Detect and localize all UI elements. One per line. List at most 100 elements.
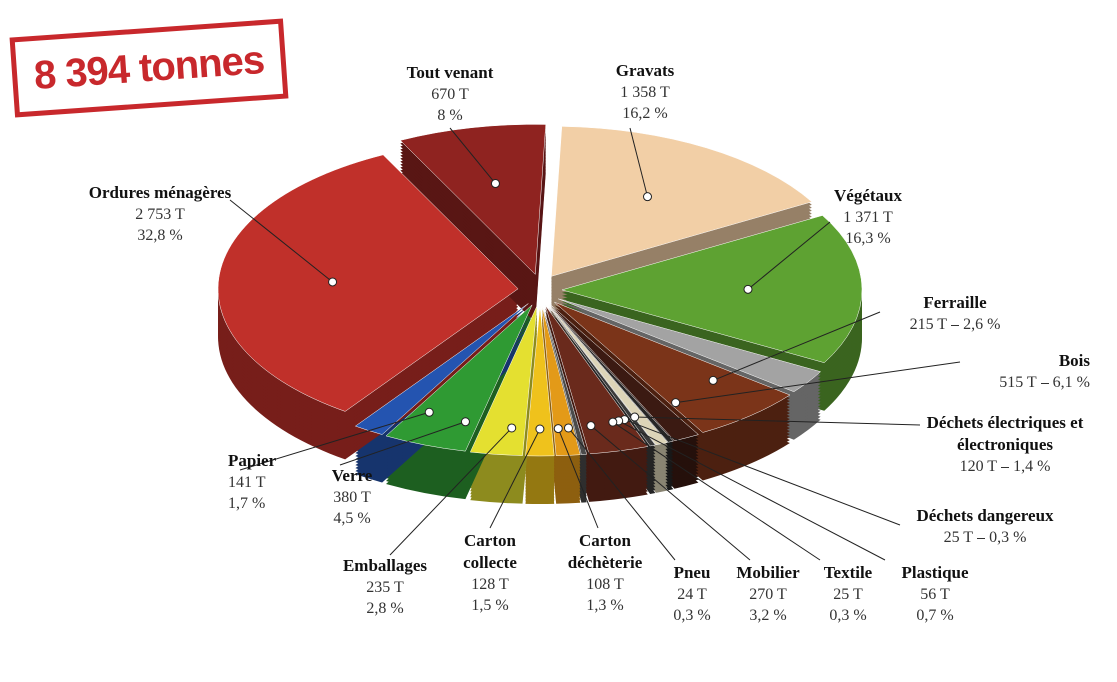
slice-label: Déchets électriques et électroniques 120 … — [915, 412, 1095, 477]
slice — [548, 304, 674, 443]
leader-line — [634, 416, 921, 426]
value-label: 25 T — [943, 529, 974, 546]
value-label: 670 T — [431, 86, 469, 103]
leader-dot — [535, 424, 545, 434]
category-label: Déchets dangereux — [916, 506, 1054, 525]
slice — [469, 305, 538, 456]
leader-line — [229, 199, 333, 283]
category-label: Verre — [331, 466, 373, 485]
percent-row: 1,5 % — [450, 595, 530, 616]
percent-row: 4,5 % — [320, 508, 384, 529]
value-row: 56 T — [890, 584, 980, 605]
value-row: 1 358 T — [575, 82, 715, 103]
slice-label: Déchets dangereux 25 T 0,3 % — [895, 505, 1075, 548]
slice-label: Mobilier 270 T 3,2 % — [725, 562, 811, 626]
slice-label: Papier 141 T 1,7 % — [228, 450, 288, 514]
value-row: 25 T — [810, 584, 886, 605]
separator — [977, 537, 986, 539]
slice-label: Emballages 235 T 2,8 % — [325, 555, 445, 619]
category-label: Végétaux — [834, 186, 902, 205]
leader-dot — [630, 412, 640, 422]
value-row: 25 T 0,3 % — [895, 527, 1075, 548]
slice-label: Textile 25 T 0,3 % — [810, 562, 886, 626]
slice — [541, 305, 581, 457]
slice — [551, 126, 813, 277]
percent-label: 4,5 % — [333, 510, 371, 527]
leader-line — [629, 127, 648, 197]
percent-label: 0,3 % — [673, 607, 711, 624]
value-label: 380 T — [333, 489, 371, 506]
slice-label: Verre 380 T 4,5 % — [320, 465, 384, 529]
slice-label: Carton collecte 128 T 1,5 % — [450, 530, 530, 616]
leader-dot — [643, 192, 653, 202]
leader-line — [557, 428, 599, 529]
leader-line — [712, 311, 881, 381]
category-label: Ordures ménagères — [88, 183, 232, 202]
category-label: Textile — [823, 563, 873, 582]
slice-label: Gravats 1 358 T 16,2 % — [575, 60, 715, 124]
percent-label: 2,8 % — [366, 600, 404, 617]
slice-label: Ferraille 215 T 2,6 % — [870, 292, 1040, 335]
leader-dot — [553, 424, 563, 434]
category-label: Ferraille — [923, 293, 987, 312]
percent-row: 0,3 % — [810, 605, 886, 626]
slice-label: Bois 515 T 6,1 % — [950, 350, 1090, 393]
percent-label: 6,1 % — [1052, 374, 1090, 391]
value-row: 670 T — [380, 84, 520, 105]
value-row: 515 T 6,1 % — [950, 372, 1090, 393]
leader-line — [590, 425, 751, 561]
category-label: Déchets électriques et électroniques — [926, 413, 1084, 454]
leader-line — [339, 421, 466, 466]
leaders — [229, 127, 961, 561]
percent-row: 0,7 % — [890, 605, 980, 626]
leader-dot — [743, 284, 753, 294]
category-label: Tout venant — [406, 63, 494, 82]
slice — [549, 304, 699, 442]
percent-label: 1,5 % — [471, 597, 509, 614]
slice — [542, 305, 588, 455]
slice-label: Plastique 56 T 0,7 % — [890, 562, 980, 626]
leader-dot — [671, 398, 681, 408]
separator — [1040, 382, 1049, 384]
slice-label: Végétaux 1 371 T 16,3 % — [798, 185, 938, 249]
percent-label: 0,3 % — [989, 529, 1027, 546]
value-label: 141 T — [228, 474, 266, 491]
percent-row: 0,3 % — [662, 605, 722, 626]
value-label: 235 T — [366, 579, 404, 596]
leader-dot — [490, 179, 500, 189]
value-row: 24 T — [662, 584, 722, 605]
value-label: 215 T — [909, 316, 948, 333]
percent-label: 1,4 % — [1013, 458, 1051, 475]
percent-row: 3,2 % — [725, 605, 811, 626]
leader-line — [624, 419, 901, 526]
value-label: 515 T — [999, 374, 1037, 391]
slice — [525, 305, 555, 457]
slice — [558, 298, 822, 393]
value-label: 128 T — [471, 576, 509, 593]
category-label: Plastique — [901, 563, 969, 582]
percent-row: 2,8 % — [325, 598, 445, 619]
value-label: 120 T — [959, 458, 998, 475]
percent-label: 32,8 % — [137, 227, 183, 244]
value-label: 108 T — [586, 576, 624, 593]
value-row: 270 T — [725, 584, 811, 605]
value-label: 1 371 T — [843, 209, 893, 226]
percent-label: 8 % — [437, 107, 463, 124]
percent-row: 16,3 % — [798, 228, 938, 249]
separator — [1001, 466, 1010, 468]
leader-line — [568, 427, 676, 561]
slice — [554, 301, 791, 433]
value-row: 380 T — [320, 487, 384, 508]
leader-dot — [507, 423, 517, 433]
percent-label: 16,3 % — [845, 230, 891, 247]
percent-row: 8 % — [380, 105, 520, 126]
leader-dot — [460, 417, 470, 427]
percent-label: 3,2 % — [749, 607, 787, 624]
percent-row: 16,2 % — [575, 103, 715, 124]
value-label: 56 T — [920, 586, 950, 603]
value-label: 270 T — [749, 586, 787, 603]
category-label: Papier — [228, 451, 277, 470]
percent-row: 1,3 % — [560, 595, 650, 616]
category-label: Carton collecte — [463, 531, 517, 572]
